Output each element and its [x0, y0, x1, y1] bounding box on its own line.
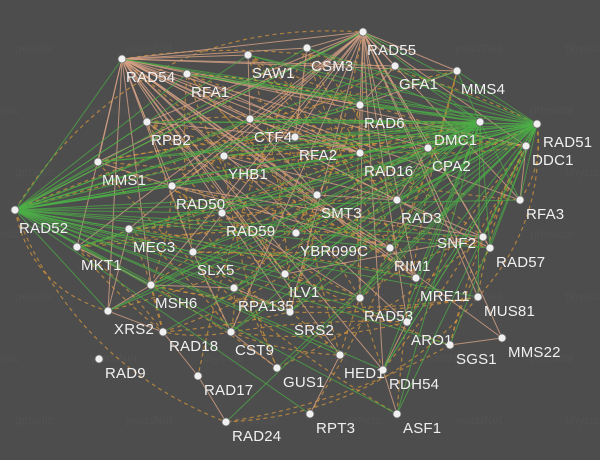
- svg-text:genetic: genetic: [15, 289, 54, 303]
- svg-text:genetic: genetic: [15, 165, 54, 179]
- svg-text:physical: physical: [530, 227, 573, 241]
- svg-text:genetic: genetic: [0, 351, 19, 365]
- svg-text:yeastNet: yeastNet: [125, 413, 173, 427]
- svg-text:yeastNet: yeastNet: [455, 41, 503, 55]
- svg-text:genetic: genetic: [0, 103, 19, 117]
- svg-text:physical: physical: [565, 413, 600, 427]
- svg-text:physical: physical: [530, 103, 573, 117]
- svg-text:genetic: genetic: [0, 227, 19, 241]
- svg-text:genetic: genetic: [15, 413, 54, 427]
- svg-text:physical: physical: [235, 41, 278, 55]
- svg-text:yeastNet: yeastNet: [125, 41, 173, 55]
- svg-text:yeastNet: yeastNet: [455, 413, 503, 427]
- svg-text:genetic: genetic: [15, 41, 54, 55]
- svg-text:yeastNet: yeastNet: [90, 103, 138, 117]
- svg-text:physical: physical: [565, 41, 600, 55]
- svg-text:physical: physical: [565, 289, 600, 303]
